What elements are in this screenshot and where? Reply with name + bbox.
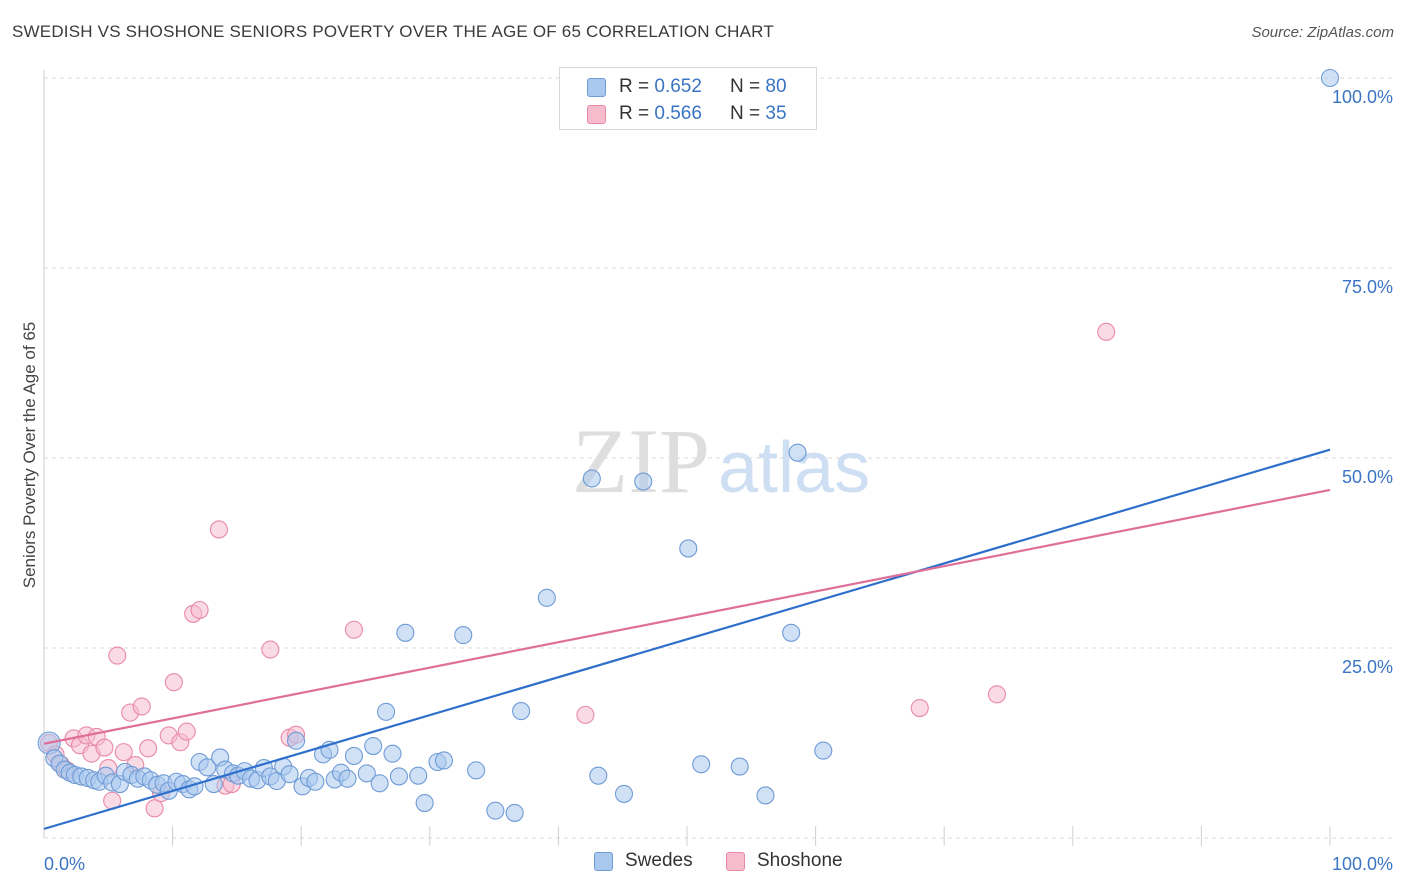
point-shoshone-17 [139, 739, 158, 758]
point-swedes-40 [287, 731, 306, 750]
y-tick-labels: 25.0% 50.0% 75.0% 100.0% [1332, 87, 1393, 677]
legend-item-shoshone: Shoshone [726, 850, 843, 872]
watermark-zip: ZIP [572, 410, 710, 512]
point-swedes-57 [409, 766, 428, 785]
point-shoshone-33 [576, 705, 595, 724]
legend-swatch-shoshone [726, 851, 745, 871]
point-shoshone-35 [987, 685, 1006, 704]
y-tick-label-3: 100.0% [1332, 87, 1393, 107]
trend-line-swedes [43, 448, 1331, 830]
watermark: ZIP atlas [572, 410, 870, 512]
point-swedes-39 [280, 765, 299, 784]
points-shoshone [40, 322, 1116, 818]
point-swedes-78 [1320, 68, 1340, 88]
shoshone-n: N = 35 [730, 103, 787, 124]
x-tick-labels: 0.0% 100.0% [44, 854, 1393, 874]
point-shoshone-16 [132, 697, 151, 716]
y-tick-label-2: 75.0% [1342, 277, 1393, 297]
point-swedes-50 [357, 764, 376, 783]
point-swedes-71 [679, 539, 698, 558]
chart-title: SWEDISH VS SHOSHONE SENIORS POVERTY OVER… [12, 22, 774, 41]
point-shoshone-26 [209, 520, 228, 539]
point-shoshone-21 [164, 673, 183, 692]
point-swedes-72 [692, 755, 711, 774]
points-swedes [37, 68, 1340, 822]
point-shoshone-36 [1097, 322, 1116, 341]
point-swedes-62 [467, 761, 486, 780]
point-swedes-49 [344, 746, 363, 765]
point-swedes-55 [389, 767, 408, 786]
point-swedes-70 [634, 472, 653, 491]
point-shoshone-29 [261, 640, 280, 659]
swedes-swatch [587, 77, 606, 97]
point-swedes-61 [454, 626, 473, 645]
point-swedes-60 [434, 751, 453, 770]
point-swedes-65 [512, 702, 531, 721]
point-swedes-56 [396, 623, 415, 642]
y-tick-label-0: 25.0% [1342, 657, 1393, 677]
trend-line-shoshone [43, 488, 1331, 745]
point-shoshone-23 [177, 722, 196, 741]
swedes-r: R = 0.652 [619, 76, 702, 97]
point-swedes-69 [614, 784, 634, 803]
point-swedes-74 [756, 786, 775, 805]
point-swedes-76 [788, 443, 807, 462]
point-swedes-26 [198, 758, 217, 777]
point-swedes-77 [814, 741, 833, 760]
shoshone-swatch [587, 104, 606, 124]
x-tick-label-max: 100.0% [1332, 854, 1393, 874]
y-tick-label-1: 50.0% [1342, 467, 1393, 487]
point-shoshone-12 [108, 646, 127, 665]
point-shoshone-13 [114, 743, 133, 762]
point-shoshone-34 [910, 698, 929, 718]
trend-lines [43, 448, 1331, 830]
stats-legend: R = 0.652 N = 80 R = 0.566 N = 35 [559, 67, 817, 130]
series-legend: Swedes Shoshone [0, 850, 1406, 878]
chart-source: Source: ZipAtlas.com [1251, 24, 1394, 41]
point-swedes-54 [383, 744, 402, 763]
point-swedes-75 [782, 623, 801, 642]
point-swedes-66 [537, 588, 556, 607]
watermark-atlas: atlas [718, 428, 870, 508]
point-swedes-53 [377, 702, 396, 721]
point-shoshone-32 [344, 620, 363, 639]
point-shoshone-18 [145, 799, 164, 818]
point-swedes-48 [338, 769, 357, 788]
legend-label-shoshone: Shoshone [757, 850, 843, 871]
point-swedes-51 [364, 736, 383, 756]
point-swedes-73 [730, 757, 749, 776]
swedes-n: N = 80 [730, 76, 787, 97]
point-swedes-58 [415, 793, 434, 813]
point-swedes-68 [589, 766, 608, 785]
legend-item-swedes: Swedes [594, 850, 693, 872]
point-swedes-43 [306, 772, 325, 791]
legend-label-swedes: Swedes [625, 850, 693, 871]
point-swedes-52 [370, 774, 389, 793]
point-swedes-63 [486, 801, 505, 820]
point-shoshone-25 [190, 600, 209, 620]
shoshone-r: R = 0.566 [619, 103, 702, 124]
point-shoshone-9 [95, 738, 114, 757]
point-swedes-67 [582, 469, 601, 488]
point-swedes-64 [505, 803, 524, 822]
x-tick-label-min: 0.0% [44, 854, 85, 874]
legend-swatch-swedes [594, 851, 613, 871]
